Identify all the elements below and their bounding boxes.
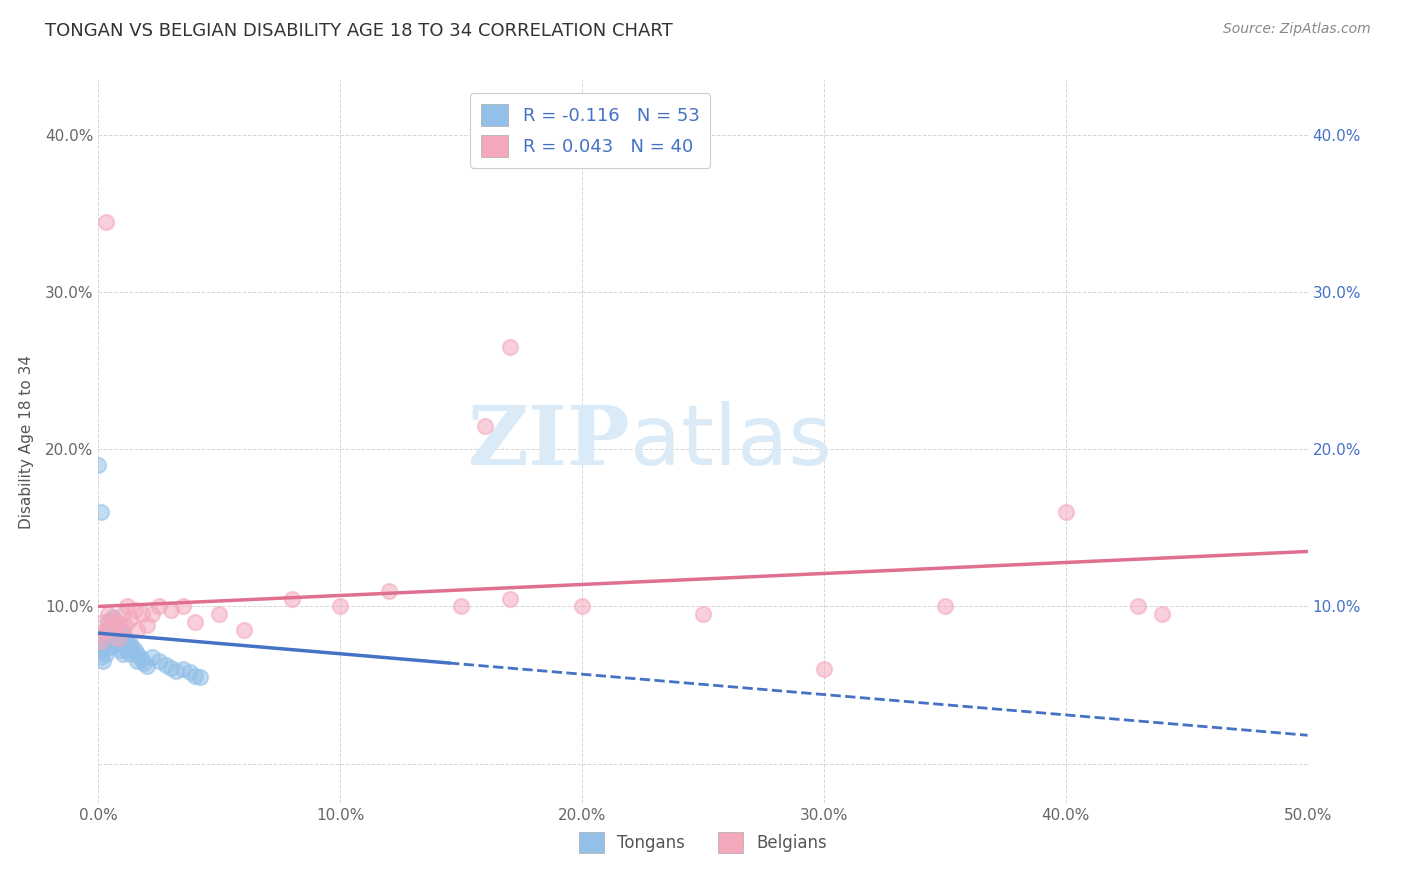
Point: [124, 643, 146, 657]
Legend: Tongans, Belgians: Tongans, Belgians: [572, 826, 834, 860]
Point: [97, 615, 120, 630]
Point: [101, 610, 124, 624]
Point: [165, 664, 187, 678]
Point: [172, 599, 194, 614]
Point: [124, 602, 146, 616]
Point: [172, 662, 194, 676]
Y-axis label: Disability Age 18 to 34: Disability Age 18 to 34: [18, 354, 34, 529]
Point: [104, 622, 127, 636]
Point: [100, 639, 122, 653]
Point: [179, 665, 201, 680]
Point: [474, 418, 496, 433]
Point: [108, 616, 131, 631]
Point: [100, 618, 122, 632]
Point: [108, 643, 131, 657]
Point: [104, 614, 127, 628]
Point: [94, 628, 117, 642]
Point: [571, 599, 593, 614]
Point: [135, 618, 157, 632]
Point: [934, 599, 956, 614]
Text: atlas: atlas: [630, 401, 832, 482]
Point: [184, 615, 207, 630]
Point: [90, 649, 112, 664]
Point: [377, 583, 399, 598]
Point: [101, 632, 124, 647]
Point: [100, 628, 122, 642]
Point: [97, 640, 120, 655]
Point: [160, 661, 183, 675]
Point: [94, 214, 117, 228]
Point: [87, 628, 110, 642]
Point: [128, 649, 150, 664]
Point: [131, 607, 153, 622]
Point: [188, 670, 211, 684]
Point: [114, 618, 136, 632]
Point: [148, 655, 170, 669]
Point: [155, 657, 177, 672]
Point: [111, 647, 134, 661]
Point: [104, 637, 127, 651]
Point: [135, 659, 157, 673]
Point: [91, 655, 114, 669]
Text: Source: ZipAtlas.com: Source: ZipAtlas.com: [1223, 22, 1371, 37]
Point: [498, 591, 520, 606]
Point: [94, 647, 117, 661]
Point: [281, 591, 304, 606]
Point: [127, 655, 149, 669]
Point: [91, 615, 114, 630]
Text: TONGAN VS BELGIAN DISABILITY AGE 18 TO 34 CORRELATION CHART: TONGAN VS BELGIAN DISABILITY AGE 18 TO 3…: [45, 22, 672, 40]
Point: [107, 634, 129, 648]
Point: [329, 599, 352, 614]
Point: [101, 612, 124, 626]
Point: [118, 637, 141, 651]
Point: [117, 643, 139, 657]
Point: [104, 624, 127, 639]
Point: [97, 623, 120, 637]
Point: [141, 607, 163, 622]
Point: [121, 640, 143, 655]
Point: [108, 632, 131, 647]
Point: [114, 631, 136, 645]
Point: [813, 662, 835, 676]
Point: [111, 607, 134, 622]
Point: [87, 631, 110, 645]
Point: [498, 340, 520, 354]
Point: [148, 599, 170, 614]
Point: [94, 623, 117, 637]
Point: [160, 602, 183, 616]
Point: [90, 643, 112, 657]
Point: [87, 458, 110, 472]
Point: [114, 640, 136, 655]
Point: [90, 634, 112, 648]
Point: [692, 607, 714, 622]
Point: [134, 656, 156, 670]
Point: [141, 649, 163, 664]
Point: [101, 620, 124, 634]
Point: [111, 626, 134, 640]
Point: [117, 634, 139, 648]
Point: [184, 668, 207, 682]
Point: [1152, 607, 1174, 622]
Point: [127, 647, 149, 661]
Point: [100, 618, 122, 632]
Point: [450, 599, 472, 614]
Point: [97, 607, 120, 622]
Point: [94, 634, 117, 648]
Point: [107, 622, 129, 636]
Point: [1054, 505, 1077, 519]
Point: [107, 631, 129, 645]
Point: [111, 635, 134, 649]
Point: [232, 623, 254, 637]
Point: [131, 653, 153, 667]
Point: [90, 505, 112, 519]
Point: [208, 607, 231, 622]
Point: [108, 623, 131, 637]
Point: [117, 599, 139, 614]
Point: [91, 637, 114, 651]
Point: [1128, 599, 1150, 614]
Point: [127, 623, 149, 637]
Text: ZIP: ZIP: [468, 401, 630, 482]
Point: [118, 647, 141, 661]
Point: [118, 612, 141, 626]
